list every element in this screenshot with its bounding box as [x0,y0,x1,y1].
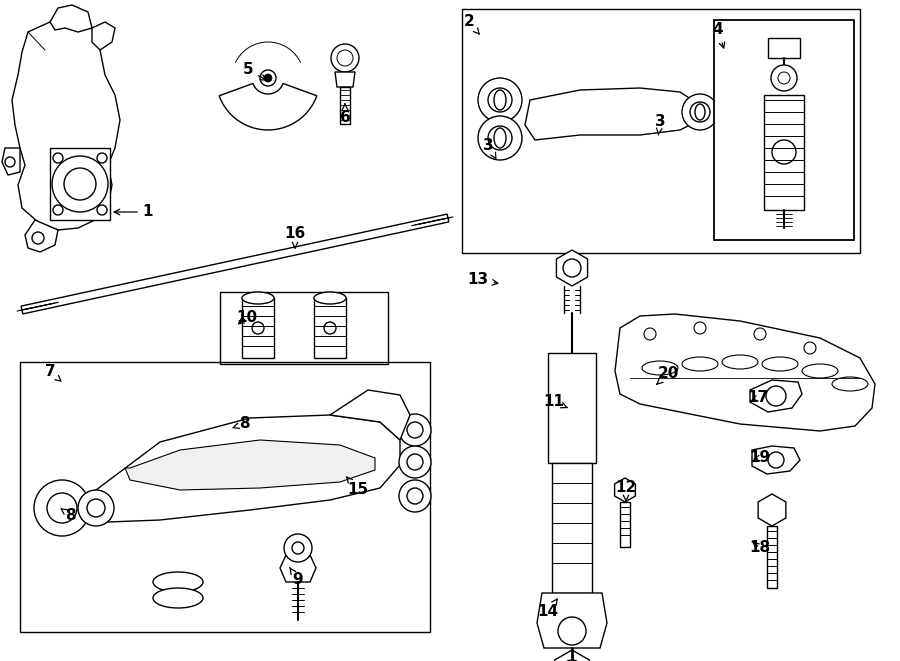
Circle shape [52,156,108,212]
Text: 3: 3 [654,114,665,135]
Text: 2: 2 [464,15,480,34]
Polygon shape [548,353,596,463]
Text: 14: 14 [537,599,559,619]
Polygon shape [335,72,355,87]
Bar [220,292,388,364]
Polygon shape [2,148,20,175]
Polygon shape [768,38,800,58]
Text: 18: 18 [750,541,770,555]
Polygon shape [25,220,58,252]
Text: 4: 4 [713,22,725,48]
Polygon shape [537,593,607,648]
Polygon shape [615,314,875,431]
Ellipse shape [242,292,274,304]
Circle shape [771,65,797,91]
Circle shape [478,116,522,160]
Text: 11: 11 [544,395,567,410]
Circle shape [78,490,114,526]
Text: 8: 8 [61,508,76,522]
Circle shape [682,94,718,130]
Polygon shape [92,22,115,50]
Bar [462,9,860,253]
Text: 7: 7 [45,364,61,381]
Text: 9: 9 [290,567,303,588]
Polygon shape [525,88,700,140]
Polygon shape [750,380,802,412]
Polygon shape [340,87,350,124]
Polygon shape [620,502,630,547]
Polygon shape [615,478,635,502]
Polygon shape [764,95,804,210]
Bar [714,20,854,240]
Ellipse shape [153,572,203,592]
Polygon shape [556,250,588,286]
Polygon shape [242,298,274,358]
Polygon shape [554,650,590,661]
Circle shape [399,446,431,478]
Polygon shape [314,298,346,358]
Text: 6: 6 [339,104,350,126]
Circle shape [478,78,522,122]
Polygon shape [96,415,400,522]
Text: 15: 15 [346,477,369,498]
Ellipse shape [314,292,346,304]
Polygon shape [50,5,92,32]
Circle shape [331,44,359,72]
Text: 17: 17 [747,391,769,405]
Polygon shape [219,83,317,130]
Polygon shape [50,148,110,220]
Circle shape [399,414,431,446]
Text: 16: 16 [284,227,306,248]
Text: 8: 8 [233,416,249,432]
Polygon shape [552,463,592,593]
Circle shape [264,74,272,82]
Text: 5: 5 [243,63,266,80]
Text: 19: 19 [750,451,770,465]
Polygon shape [22,214,449,314]
Text: 3: 3 [482,137,496,159]
Text: 12: 12 [616,481,636,501]
Polygon shape [12,18,120,230]
Text: 13: 13 [467,272,498,288]
Circle shape [399,480,431,512]
Text: 1: 1 [114,204,153,219]
Polygon shape [330,390,410,440]
Polygon shape [752,446,800,474]
Polygon shape [767,526,777,588]
Text: 10: 10 [237,311,257,325]
Text: 20: 20 [657,366,679,385]
Polygon shape [125,440,375,490]
Circle shape [284,534,312,562]
Circle shape [34,480,90,536]
Ellipse shape [153,588,203,608]
Polygon shape [758,494,786,526]
Bar [20,362,430,632]
Polygon shape [280,555,316,582]
